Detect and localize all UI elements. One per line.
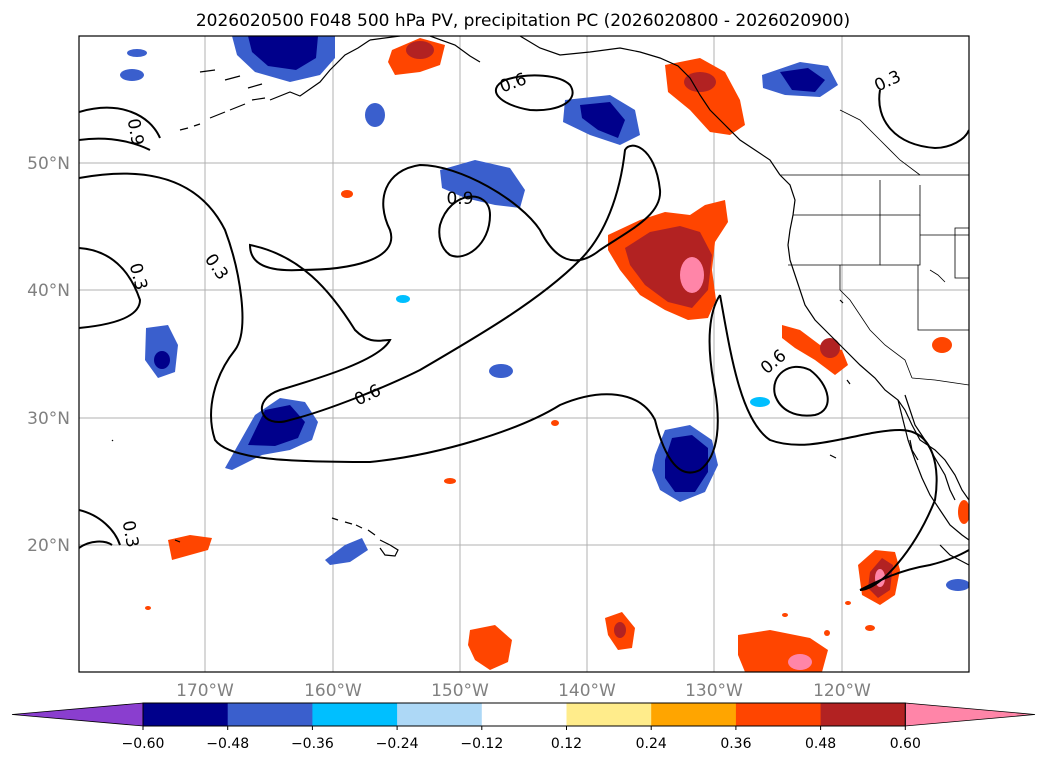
colorbar-segment: [312, 703, 398, 726]
longitude-labels: 170°W 160°W 150°W 140°W 130°W 120°W: [176, 681, 871, 701]
colorbar-segment: [481, 703, 567, 726]
colorbar-tick-label: −0.12: [460, 736, 503, 752]
colorbar-tick-label: −0.60: [122, 736, 165, 752]
lon-label: 130°W: [685, 681, 743, 701]
colorbar-segment: [735, 703, 822, 726]
map-title: 2026020500 F048 500 hPa PV, precipitatio…: [196, 11, 850, 31]
lon-label: 160°W: [304, 681, 362, 701]
colorbar-tick-label: 0.60: [890, 736, 921, 752]
positive-anomalies: [145, 38, 969, 672]
contour-label: 0.9: [446, 189, 473, 209]
lon-label: 170°W: [176, 681, 234, 701]
borders: [780, 109, 969, 386]
lat-label: 20°N: [27, 536, 70, 556]
colorbar-tick-label: −0.36: [291, 736, 334, 752]
colorbar-extend-low: [11, 702, 144, 727]
colorbar-segment: [566, 703, 652, 726]
colorbar-tick-label: 0.24: [636, 736, 667, 752]
colorbar-tick-label: 0.12: [551, 736, 582, 752]
lat-label: 40°N: [27, 281, 70, 301]
colorbar-tick-label: −0.24: [376, 736, 419, 752]
colorbar-tick-label: 0.36: [720, 736, 751, 752]
plot-frame: [78, 35, 970, 673]
colorbar-segment: [397, 703, 483, 726]
colorbar: [11, 702, 1036, 727]
colorbar-extend-high: [904, 702, 1036, 727]
colorbar-tick-label: 0.48: [805, 736, 836, 752]
lon-label: 140°W: [558, 681, 616, 701]
coastlines: [111, 36, 969, 566]
contour-label: 0.9: [123, 117, 147, 147]
pv-contours: [79, 74, 969, 591]
colorbar-tick-label: −0.48: [206, 736, 249, 752]
lat-label: 30°N: [27, 409, 70, 429]
lon-label: 120°W: [813, 681, 871, 701]
colorbar-segment: [143, 703, 229, 726]
lon-label: 150°W: [431, 681, 489, 701]
latitude-labels: 50°N 40°N 30°N 20°N: [27, 154, 70, 556]
colorbar-segment: [227, 703, 313, 726]
colorbar-frame: [142, 702, 906, 727]
colorbar-segment: [651, 703, 737, 726]
contour-label: 0.3: [118, 519, 142, 549]
colorbar-tick-labels: −0.60 −0.48 −0.36 −0.24 −0.12 0.12 0.24 0.36 0.4…: [122, 726, 921, 752]
lat-label: 50°N: [27, 154, 70, 174]
colorbar-segment: [820, 703, 906, 726]
